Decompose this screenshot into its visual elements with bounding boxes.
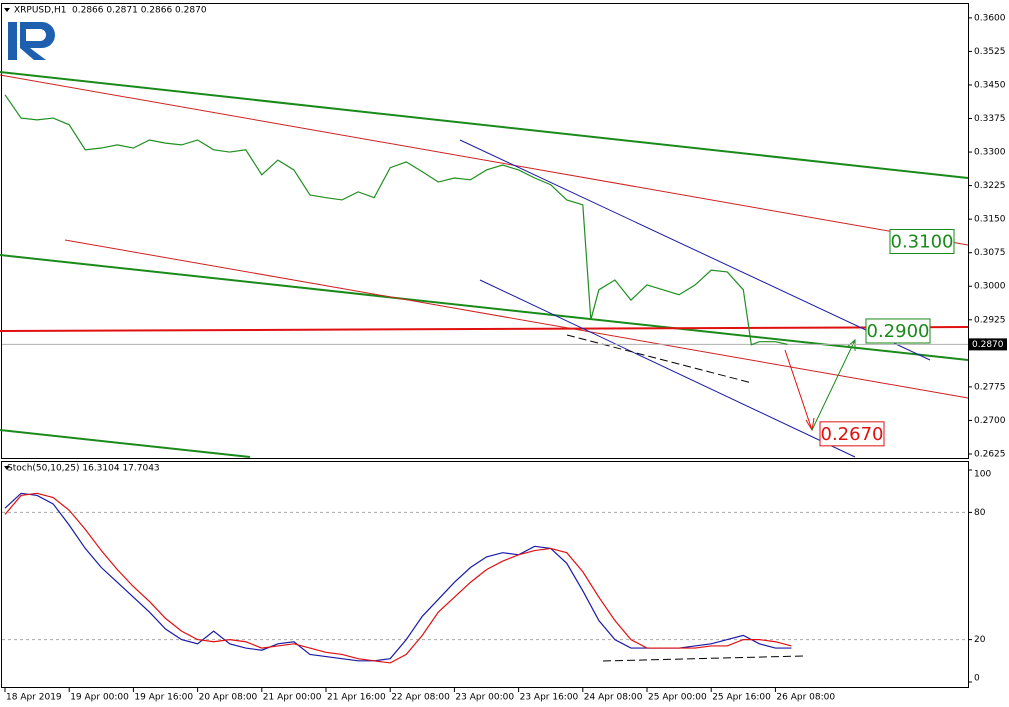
x-tick-label: 23 Apr 16:00 xyxy=(520,693,579,703)
target-label: 0.3100 xyxy=(891,232,954,253)
x-tick-label: 18 Apr 2019 xyxy=(6,693,62,703)
menu-arrow xyxy=(4,466,10,470)
trendlines xyxy=(0,71,969,662)
last-price-label: 0.2870 xyxy=(972,340,1004,350)
x-tick-label: 25 Apr 00:00 xyxy=(648,693,707,703)
y-tick-label: 20 xyxy=(974,635,986,645)
x-tick-label: 22 Apr 08:00 xyxy=(391,693,450,703)
main-panel xyxy=(1,3,969,459)
target-label: 0.2900 xyxy=(867,321,930,342)
x-tick-label: 25 Apr 16:00 xyxy=(712,693,771,703)
y-tick-label: 0.3600 xyxy=(974,13,1006,23)
x-tick-label: 20 Apr 08:00 xyxy=(199,693,258,703)
y-tick-label: 0 xyxy=(974,674,980,684)
x-tick-label: 26 Apr 08:00 xyxy=(776,693,835,703)
series-line xyxy=(4,492,792,664)
y-tick-label: 0.3225 xyxy=(974,181,1006,191)
y-tick-label: 0.3450 xyxy=(974,80,1006,90)
target-label: 0.2670 xyxy=(821,424,884,445)
y-tick-label: 0.3075 xyxy=(974,248,1006,258)
y-tick-label: 0.2925 xyxy=(974,315,1006,325)
y-tick-label: 0.3375 xyxy=(974,114,1006,124)
y-tick-label: 0.2625 xyxy=(974,449,1006,459)
target-box xyxy=(865,318,931,344)
y-tick-label: 0.3300 xyxy=(974,148,1006,158)
chart-title: XRPUSD,H1 xyxy=(14,6,66,16)
y-tick-label: 100 xyxy=(974,470,991,480)
indicator-title: Stoch(50,10,25) 16.3104 17.7043 xyxy=(7,464,160,474)
y-tick-label: 0.3150 xyxy=(974,215,1006,225)
x-tick-label: 23 Apr 00:00 xyxy=(455,693,514,703)
y-tick-label: 80 xyxy=(974,508,986,518)
logo xyxy=(8,22,55,60)
ohlc-values: 0.2866 0.2871 0.2866 0.2870 xyxy=(72,6,207,16)
series-line xyxy=(4,94,788,346)
x-tick-label: 24 Apr 08:00 xyxy=(584,693,643,703)
y-tick-label: 0.3525 xyxy=(974,47,1006,57)
last-price-box xyxy=(969,338,1007,351)
target-box xyxy=(819,421,885,447)
menu-arrow xyxy=(4,8,10,12)
target-box xyxy=(889,229,955,255)
y-tick-label: 0.2775 xyxy=(974,382,1006,392)
y-tick-label: 0.3000 xyxy=(974,282,1006,292)
stoch-panel xyxy=(1,461,969,688)
x-tick-label: 21 Apr 00:00 xyxy=(263,693,322,703)
x-tick-label: 19 Apr 00:00 xyxy=(70,693,129,703)
x-tick-label: 19 Apr 16:00 xyxy=(134,693,193,703)
x-tick-label: 21 Apr 16:00 xyxy=(327,693,386,703)
y-tick-label: 0.2700 xyxy=(974,416,1006,426)
